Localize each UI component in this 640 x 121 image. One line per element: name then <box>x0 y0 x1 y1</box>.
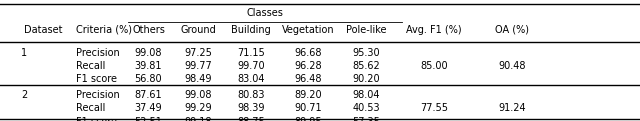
Text: 57.35: 57.35 <box>352 117 380 121</box>
Text: F1 score: F1 score <box>76 117 116 121</box>
Text: 90.20: 90.20 <box>352 74 380 84</box>
Text: 80.83: 80.83 <box>237 90 264 100</box>
Text: Others: Others <box>132 25 165 35</box>
Text: Avg. F1 (%): Avg. F1 (%) <box>406 25 461 35</box>
Text: 89.95: 89.95 <box>294 117 323 121</box>
Text: 71.15: 71.15 <box>237 48 265 58</box>
Text: 90.71: 90.71 <box>294 103 323 113</box>
Text: 96.48: 96.48 <box>295 74 322 84</box>
Text: 90.48: 90.48 <box>499 61 525 71</box>
Text: 99.29: 99.29 <box>184 103 212 113</box>
Text: Criteria (%): Criteria (%) <box>76 25 132 35</box>
Text: 98.39: 98.39 <box>237 103 264 113</box>
Text: Building: Building <box>231 25 271 35</box>
Text: Recall: Recall <box>76 61 105 71</box>
Text: Vegetation: Vegetation <box>282 25 335 35</box>
Text: Pole-like: Pole-like <box>346 25 387 35</box>
Text: 89.20: 89.20 <box>294 90 323 100</box>
Text: 40.53: 40.53 <box>352 103 380 113</box>
Text: 56.80: 56.80 <box>134 74 163 84</box>
Text: 83.04: 83.04 <box>237 74 264 84</box>
Text: Ground: Ground <box>180 25 216 35</box>
Text: 87.61: 87.61 <box>134 90 163 100</box>
Text: 99.08: 99.08 <box>185 90 212 100</box>
Text: 99.70: 99.70 <box>237 61 265 71</box>
Text: 95.30: 95.30 <box>352 48 380 58</box>
Text: 39.81: 39.81 <box>135 61 162 71</box>
Text: 96.68: 96.68 <box>295 48 322 58</box>
Text: 2: 2 <box>21 90 28 100</box>
Text: OA (%): OA (%) <box>495 25 529 35</box>
Text: 99.77: 99.77 <box>184 61 212 71</box>
Text: 98.04: 98.04 <box>353 90 380 100</box>
Text: 85.62: 85.62 <box>352 61 380 71</box>
Text: 98.49: 98.49 <box>185 74 212 84</box>
Text: F1 score: F1 score <box>76 74 116 84</box>
Text: 91.24: 91.24 <box>498 103 526 113</box>
Text: 99.08: 99.08 <box>135 48 162 58</box>
Text: Classes: Classes <box>246 8 284 18</box>
Text: 88.75: 88.75 <box>237 117 265 121</box>
Text: 99.18: 99.18 <box>185 117 212 121</box>
Text: 96.28: 96.28 <box>294 61 323 71</box>
Text: Precision: Precision <box>76 90 119 100</box>
Text: Precision: Precision <box>76 48 119 58</box>
Text: 97.25: 97.25 <box>184 48 212 58</box>
Text: 77.55: 77.55 <box>420 103 448 113</box>
Text: 85.00: 85.00 <box>420 61 448 71</box>
Text: 1: 1 <box>21 48 28 58</box>
Text: 37.49: 37.49 <box>134 103 163 113</box>
Text: 52.51: 52.51 <box>134 117 163 121</box>
Text: Recall: Recall <box>76 103 105 113</box>
Text: Dataset: Dataset <box>24 25 63 35</box>
